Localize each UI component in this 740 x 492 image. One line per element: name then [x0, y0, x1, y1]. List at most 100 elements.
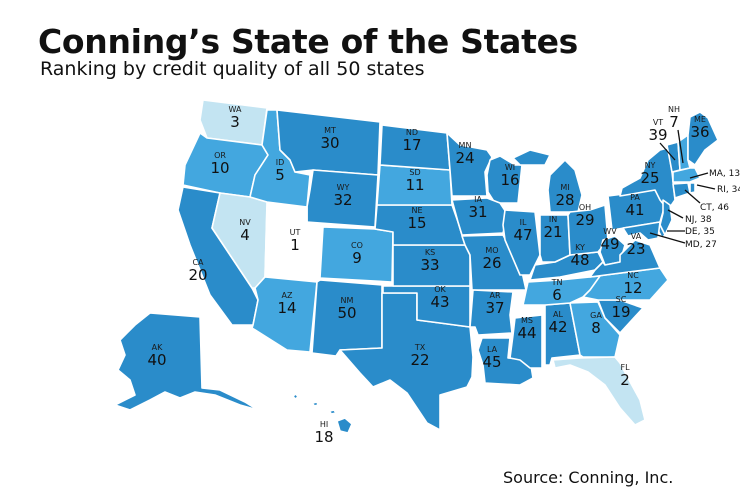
state-abbr-wy: WY — [337, 183, 350, 192]
state-callout-nj: NJ, 38 — [685, 215, 712, 225]
state-va[interactable] — [589, 239, 661, 278]
state-abbr-pa: PA — [630, 193, 640, 202]
state-il[interactable] — [502, 209, 541, 276]
state-shape-me[interactable] — [687, 111, 719, 166]
state-me[interactable] — [687, 111, 719, 166]
state-shape-hi[interactable] — [312, 401, 319, 407]
state-callout-de: DE, 35 — [685, 227, 715, 237]
state-shape-nh[interactable] — [677, 134, 691, 171]
state-abbr-id: ID — [276, 158, 285, 167]
state-rank-wi: 16 — [500, 171, 519, 189]
state-rank-me: 36 — [690, 123, 709, 141]
state-abbr-fl: FL — [620, 363, 630, 372]
state-callout-ma: MA, 13 — [709, 169, 740, 179]
state-shape-mt[interactable] — [276, 109, 381, 176]
state-abbr-ut: UT — [290, 228, 301, 237]
state-ar[interactable] — [469, 289, 514, 336]
state-hi[interactable] — [292, 393, 353, 434]
state-fl[interactable] — [552, 356, 646, 426]
state-shape-ms[interactable] — [509, 314, 543, 369]
state-shape-il[interactable] — [502, 209, 541, 276]
state-shape-mi[interactable] — [547, 159, 583, 213]
state-shape-hi[interactable] — [329, 409, 337, 415]
callout-line-ct — [684, 189, 701, 204]
state-abbr-sd: SD — [409, 168, 420, 177]
state-shape-ak[interactable] — [114, 312, 259, 411]
state-rank-ms: 44 — [517, 324, 536, 342]
state-callout-ri: RI, 34 — [717, 185, 740, 195]
state-abbr-mn: MN — [459, 141, 472, 150]
state-ne[interactable] — [374, 204, 466, 246]
state-mn[interactable] — [446, 132, 493, 197]
state-abbr-wa: WA — [229, 105, 242, 114]
state-rank-vt: 39 — [648, 126, 667, 144]
state-abbr-ne: NE — [411, 206, 422, 215]
state-abbr-nm: NM — [341, 296, 354, 305]
state-ma[interactable] — [672, 167, 701, 183]
state-rank-mo: 26 — [482, 254, 501, 272]
state-rank-mi: 28 — [555, 191, 574, 209]
state-rank-mt: 30 — [320, 134, 339, 152]
state-rank-or: 10 — [210, 159, 229, 177]
state-rank-ak: 40 — [147, 351, 166, 369]
state-ok[interactable] — [382, 285, 471, 328]
state-rank-id: 5 — [275, 166, 285, 184]
state-abbr-ga: GA — [590, 311, 602, 320]
state-shape-va[interactable] — [589, 239, 661, 278]
state-shape-ar[interactable] — [469, 289, 514, 336]
state-tn[interactable] — [522, 275, 601, 306]
state-rank-va: 23 — [626, 240, 645, 258]
state-rank-sd: 11 — [405, 176, 424, 194]
state-rank-ia: 31 — [468, 203, 487, 221]
source-credit: Source: Conning, Inc. — [503, 468, 674, 487]
state-shape-mn[interactable] — [446, 132, 493, 197]
state-abbr-or: OR — [214, 151, 226, 160]
state-abbr-sc: SC — [616, 295, 627, 304]
state-rank-ny: 25 — [640, 169, 659, 187]
state-rank-sc: 19 — [611, 303, 630, 321]
state-abbr-wi: WI — [505, 163, 515, 172]
state-abbr-oh: OH — [579, 203, 591, 212]
state-rank-hi: 18 — [314, 428, 333, 446]
state-abbr-tn: TN — [551, 278, 563, 287]
state-shape-mi[interactable] — [512, 149, 551, 166]
state-shape-ok[interactable] — [382, 285, 471, 328]
state-shape-hi[interactable] — [292, 393, 299, 400]
state-shape-ne[interactable] — [374, 204, 466, 246]
state-rank-tx: 22 — [410, 351, 429, 369]
state-callout-ct: CT, 46 — [700, 203, 729, 213]
state-nh[interactable] — [677, 134, 691, 171]
callout-line-ma — [689, 172, 709, 179]
state-shape-hi[interactable] — [336, 417, 353, 434]
state-abbr-ok: OK — [434, 285, 446, 294]
state-ri[interactable] — [689, 182, 696, 194]
state-md[interactable] — [622, 221, 661, 241]
state-shape-md[interactable] — [622, 221, 661, 241]
state-wi[interactable] — [486, 155, 523, 204]
state-rank-co: 9 — [352, 249, 362, 267]
state-ak[interactable] — [114, 312, 259, 411]
state-abbr-nv: NV — [239, 218, 251, 227]
state-shape-fl[interactable] — [552, 356, 646, 426]
state-mt[interactable] — [276, 109, 381, 176]
state-ct[interactable] — [672, 182, 691, 199]
state-shape-la[interactable] — [477, 337, 534, 386]
state-shape-ma[interactable] — [672, 167, 701, 183]
state-abbr-az: AZ — [282, 291, 293, 300]
state-rank-la: 45 — [482, 353, 501, 371]
callout-line-ri — [696, 184, 716, 190]
state-ms[interactable] — [509, 314, 543, 369]
state-abbr-nc: NC — [627, 271, 639, 280]
state-shape-ct[interactable] — [672, 182, 691, 199]
state-shape-wi[interactable] — [486, 155, 523, 204]
state-abbr-nh: NH — [668, 105, 680, 114]
state-callout-md: MD, 27 — [685, 240, 717, 250]
state-rank-ky: 48 — [570, 251, 589, 269]
state-rank-wa: 3 — [230, 113, 240, 131]
state-shape-tn[interactable] — [522, 275, 601, 306]
state-mi[interactable] — [512, 149, 583, 213]
state-shape-ri[interactable] — [689, 182, 696, 194]
state-rank-ar: 37 — [485, 299, 504, 317]
state-la[interactable] — [477, 337, 534, 386]
